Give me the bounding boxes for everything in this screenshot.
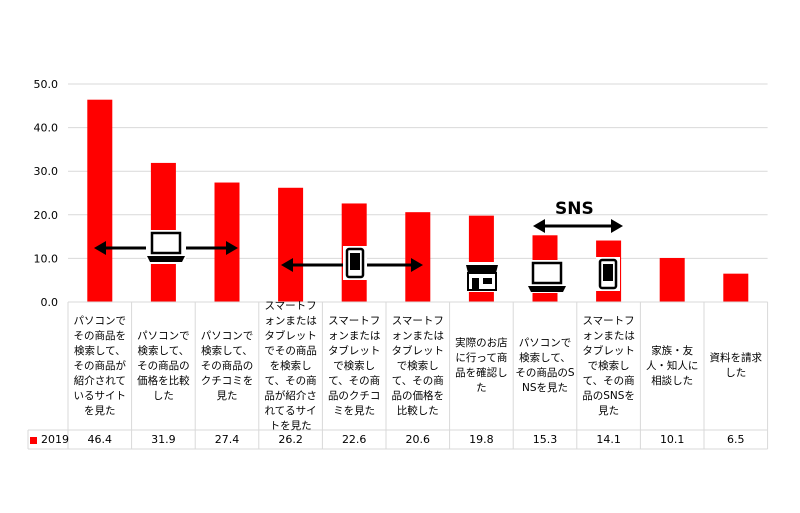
bar	[87, 99, 113, 302]
legend-series-name: 2019	[41, 433, 69, 446]
value-cell: 6.5	[727, 433, 745, 446]
value-cell: 22.6	[341, 433, 367, 446]
category-label: 実際のお店に行って商品を確認した	[455, 337, 508, 394]
y-axis-ticks: 0.0 10.0 20.0 30.0 40.0 50.0	[34, 78, 59, 309]
category-label: 家族・友人・知人に相談した	[645, 344, 699, 387]
category-label: パソコンで検索して、その商品のクチコミを見た	[200, 329, 254, 402]
category-label: パソコンでその商品を検索して、その商品が紹介されているサイトを見た	[73, 314, 127, 417]
value-cell: 27.4	[214, 433, 240, 446]
value-cell: 20.6	[405, 433, 431, 446]
value-cell: 46.4	[87, 433, 113, 446]
category-label: パソコンで検索して、その商品の価格を比較した	[137, 329, 190, 402]
value-cell: 10.1	[659, 433, 685, 446]
value-cell: 26.2	[278, 433, 303, 446]
category-label: スマートフォンまたはタブレットで検索して、その商品の価格を比較した	[391, 314, 445, 417]
category-label: スマートフォンまたはタブレットでその商品を検索して、その商品が紹介されてるサイト…	[264, 299, 317, 432]
laptop-icon	[146, 230, 186, 264]
bar	[278, 187, 304, 302]
store-icon	[464, 262, 500, 292]
y-tick-label: 20.0	[34, 209, 59, 222]
data-table-lines	[27, 301, 769, 450]
smartphone-icon	[343, 246, 367, 280]
category-label: パソコンで検索して、その商品のSNSを見た	[515, 337, 575, 394]
category-label: 資料を請求した	[709, 352, 763, 379]
category-label: スマートフォンまたはタブレットで検索して、その商品のSNSを見た	[582, 314, 635, 417]
bar	[659, 257, 685, 302]
value-cell: 15.3	[532, 433, 558, 446]
legend-swatch	[30, 436, 37, 444]
legend: 2019	[30, 431, 69, 449]
y-tick-label: 30.0	[34, 165, 59, 178]
smartphone-icon	[596, 257, 620, 291]
value-cell: 14.1	[596, 433, 621, 446]
y-tick-label: 0.0	[41, 296, 59, 309]
bars	[87, 99, 749, 302]
bar	[405, 212, 431, 302]
bar	[723, 273, 749, 302]
y-tick-label: 40.0	[34, 122, 59, 135]
y-tick-label: 10.0	[34, 252, 59, 265]
y-tick-label: 50.0	[34, 78, 59, 91]
value-cell: 31.9	[151, 433, 176, 446]
category-label: スマートフォンまたはタブレットで検索して、その商品のクチコミを見た	[327, 314, 381, 417]
sns-annotation-label: SNS	[555, 199, 594, 219]
laptop-icon	[527, 260, 567, 293]
value-cell: 19.8	[469, 433, 494, 446]
sns-arrow-annotation	[533, 219, 623, 233]
